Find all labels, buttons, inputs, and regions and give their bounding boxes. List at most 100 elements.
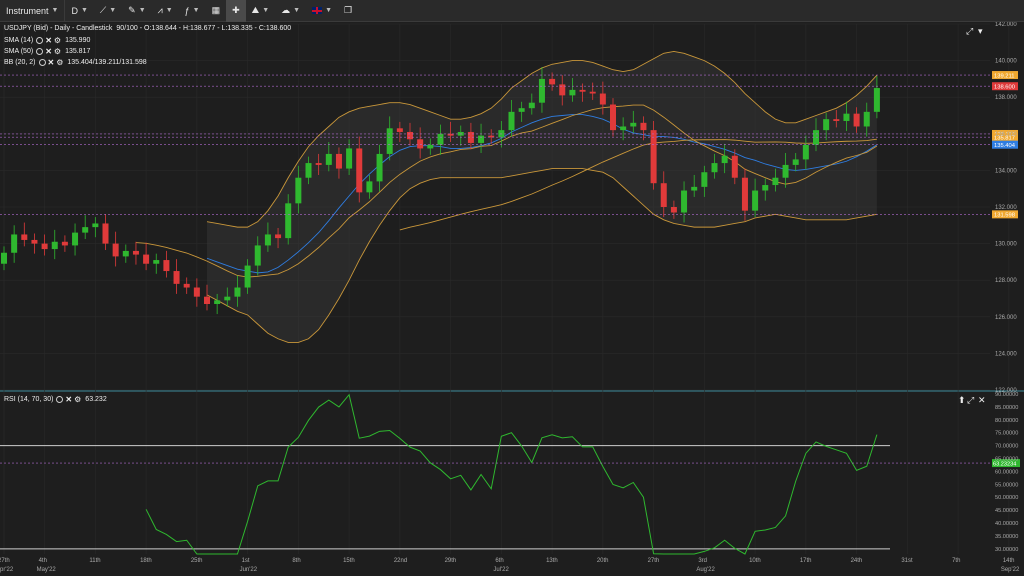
rsi-tick-label: 30.00000 <box>995 547 1018 553</box>
price-tick-label: 128.000 <box>995 278 1017 284</box>
legend-title-row: USDJPY (Bid) - Daily - Candlestick 90/10… <box>4 25 291 32</box>
eye-icon[interactable] <box>56 396 64 403</box>
candle-body <box>731 155 738 178</box>
candle-body <box>275 234 282 239</box>
price-tick-label: 130.000 <box>995 242 1017 248</box>
sma50-label: SMA (50) <box>4 48 34 55</box>
rsi-tick-label: 60.00000 <box>995 469 1018 475</box>
indicator-icon: ⩘ <box>157 5 163 15</box>
candle-body <box>873 88 880 112</box>
timeframe-menu[interactable]: D ▼ <box>65 0 93 22</box>
price-tick-label: 132.000 <box>995 205 1017 211</box>
chart-type-menu[interactable]: ⛰ ▼ <box>246 0 276 22</box>
pen-tool[interactable]: ✎ ▼ <box>122 0 151 22</box>
sma50-value: 135.817 <box>65 48 91 55</box>
crosshair-tool[interactable]: ✚ <box>226 0 246 22</box>
rsi-label: RSI (14, 70, 30) <box>4 396 54 403</box>
rsi-tick-label: 35.00000 <box>995 534 1018 540</box>
layout-icon: ▦ <box>211 5 221 15</box>
toolbar-divider <box>64 0 66 22</box>
close-icon[interactable]: ✕ <box>47 58 55 67</box>
candle-body <box>396 128 403 132</box>
price-tick-label: 134.000 <box>995 168 1017 174</box>
eye-icon[interactable] <box>38 59 46 66</box>
rsi-tick-label: 75.00000 <box>995 431 1018 437</box>
candle-body <box>61 241 68 246</box>
time-tick-label: 18th <box>140 558 152 564</box>
bollinger-middle-line <box>206 114 878 274</box>
language-menu[interactable]: ▼ <box>306 0 338 22</box>
instrument-menu[interactable]: Instrument ▼ <box>0 0 64 22</box>
candle-body <box>153 260 160 264</box>
price-tick-label: 140.000 <box>995 59 1017 65</box>
price-tick-label: 122.000 <box>995 388 1017 394</box>
candle-body <box>508 111 515 131</box>
gear-icon[interactable]: ⚙ <box>53 47 62 56</box>
rsi-tick-label: 80.00000 <box>995 418 1018 424</box>
time-tick-label: 27th <box>0 558 10 564</box>
area-chart-icon: ⛰ <box>251 5 260 15</box>
move-up-icon[interactable]: ⬆ <box>958 395 966 405</box>
candle-body <box>112 243 119 257</box>
expand-icon[interactable]: ⤢ <box>966 26 974 36</box>
eye-icon[interactable] <box>36 48 44 55</box>
candle-body <box>802 144 809 160</box>
expand-icon[interactable]: ⤢ <box>967 395 975 405</box>
price-badge-text: 135.404 <box>994 143 1016 149</box>
candle-body <box>670 207 677 213</box>
settings-dropdown-icon[interactable]: ▾ <box>978 26 983 36</box>
close-icon[interactable]: ✕ <box>45 47 52 56</box>
gear-icon[interactable]: ⚙ <box>53 36 62 45</box>
theme-menu[interactable]: ☁ ▼ <box>275 0 306 22</box>
time-month-label: Sep'22 <box>1001 567 1020 573</box>
candle-body <box>691 186 698 191</box>
rsi-badge-text: 63.23234 <box>993 461 1016 467</box>
chevron-down-icon: ▼ <box>138 7 146 14</box>
layout-tool[interactable]: ▦ <box>206 0 227 22</box>
time-tick-label: 3rd <box>698 558 707 564</box>
time-tick-label: 10th <box>749 558 761 564</box>
candle-body <box>244 265 251 288</box>
time-month-label: Aug'22 <box>696 567 715 573</box>
instrument-label: Instrument <box>6 5 49 16</box>
chevron-down-icon: ▼ <box>262 7 270 14</box>
studies-tool[interactable]: ƒ ▼ <box>179 0 206 22</box>
draw-line-tool[interactable]: ⟋ ▼ <box>94 0 122 22</box>
price-badge-text: 139.211 <box>994 73 1015 79</box>
candle-body <box>386 128 393 154</box>
candle-body <box>853 113 860 127</box>
close-icon[interactable]: ✕ <box>978 395 986 405</box>
gear-icon[interactable]: ⚙ <box>74 395 82 404</box>
uk-flag-icon <box>312 7 323 14</box>
candle-body <box>630 122 637 127</box>
close-icon[interactable]: ✕ <box>45 36 52 45</box>
candle-body <box>31 239 38 244</box>
indicator-tool[interactable]: ⩘ ▼ <box>152 0 179 22</box>
candle-body <box>752 190 759 211</box>
candle-body <box>173 271 180 284</box>
popout-button[interactable]: ❐ <box>338 0 358 22</box>
price-tick-label: 136.000 <box>995 132 1017 138</box>
candle-body <box>427 144 434 149</box>
price-chart-svg[interactable]: 139.211 138.600 135.990 135.817 135.404 131.5… <box>0 22 1024 576</box>
candle-body <box>823 119 830 131</box>
rsi-tick-label: 55.00000 <box>995 482 1018 488</box>
candle-body <box>41 243 48 250</box>
candle-body <box>295 177 302 204</box>
candle-body <box>488 135 495 138</box>
eye-icon[interactable] <box>36 37 44 44</box>
crosshair-icon: ✚ <box>232 5 240 15</box>
candle-body <box>417 139 424 149</box>
gear-icon[interactable]: ⚙ <box>56 58 64 67</box>
chevron-down-icon: ▼ <box>51 7 59 14</box>
candle-body <box>701 172 708 187</box>
close-icon[interactable]: ✕ <box>65 395 73 404</box>
price-badge-text: 131.598 <box>994 213 1015 219</box>
studies-icon: ƒ <box>184 5 190 16</box>
candle-body <box>163 260 170 272</box>
chart-area[interactable]: 139.211 138.600 135.990 135.817 135.404 131.5… <box>0 22 1024 576</box>
price-badge <box>992 71 1018 80</box>
sma14-line <box>135 104 878 278</box>
candle-body <box>640 122 647 131</box>
candle-body <box>538 78 545 103</box>
